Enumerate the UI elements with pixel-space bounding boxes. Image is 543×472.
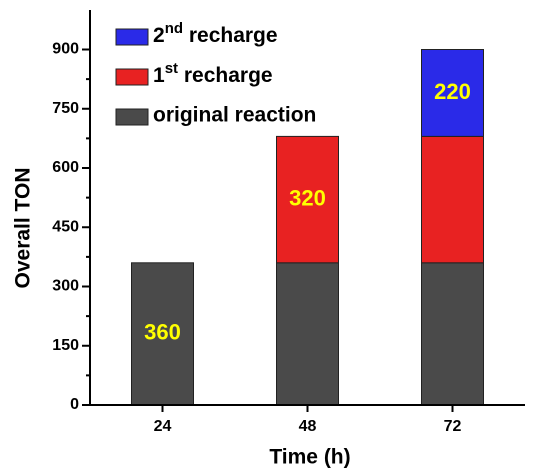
y-tick-label: 900	[52, 41, 79, 58]
legend-label: 2nd recharge	[153, 20, 278, 47]
x-tick-label: 72	[444, 418, 462, 435]
bar-segment	[421, 135, 484, 264]
legend-swatch	[115, 108, 149, 126]
legend-swatch	[115, 28, 149, 46]
y-tick-label: 300	[52, 278, 79, 295]
y-tick-label: 150	[52, 337, 79, 354]
bar-segment	[131, 262, 194, 406]
bar-segment	[276, 262, 339, 406]
value-label: 320	[289, 185, 326, 210]
y-tick-label: 750	[52, 100, 79, 117]
legend-label: original reaction	[153, 104, 316, 127]
value-label: 220	[434, 79, 471, 104]
bar-segment	[421, 49, 484, 137]
legend-label: 1st recharge	[153, 60, 273, 87]
bar-segment	[421, 262, 484, 406]
y-tick-label: 450	[52, 218, 79, 235]
y-tick-label: 0	[70, 396, 79, 413]
x-axis-title: Time (h)	[269, 446, 350, 469]
y-tick-label: 600	[52, 159, 79, 176]
value-label: 360	[144, 320, 181, 345]
legend-swatch	[115, 68, 149, 86]
x-tick-label: 48	[299, 418, 317, 435]
bar-segment	[276, 135, 339, 264]
x-tick-label: 24	[154, 418, 172, 435]
y-axis-title: Overall TON	[12, 168, 35, 289]
